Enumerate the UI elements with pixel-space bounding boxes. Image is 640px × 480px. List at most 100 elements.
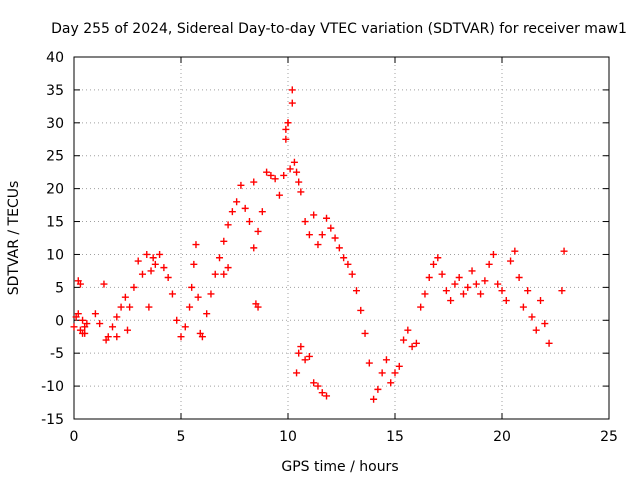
data-point <box>502 297 510 305</box>
data-point <box>275 191 283 199</box>
data-point <box>228 208 236 216</box>
data-point <box>96 320 104 328</box>
data-point <box>344 260 352 268</box>
y-tick-label: 20 <box>46 182 64 198</box>
y-axis-label: SDTVAR / TECUs <box>6 181 22 296</box>
data-point <box>143 250 151 258</box>
data-point <box>481 277 489 285</box>
axis-ticks: 0 5 10 15 20 25 -15 -10 -5 0 5 10 15 20 25 30 35 40 <box>41 50 618 445</box>
data-point <box>198 333 206 341</box>
data-point <box>357 306 365 314</box>
data-point <box>288 86 296 94</box>
data-point <box>434 254 442 262</box>
data-point <box>498 287 506 295</box>
data-point <box>220 237 228 245</box>
data-point <box>186 303 194 311</box>
data-point <box>532 326 540 334</box>
x-tick-label: 0 <box>70 429 79 445</box>
data-point <box>156 250 164 258</box>
y-tick-label: 10 <box>46 247 64 263</box>
data-point <box>494 280 502 288</box>
x-tick-label: 15 <box>386 429 404 445</box>
data-point <box>145 303 153 311</box>
data-point <box>447 297 455 305</box>
data-point <box>250 244 258 252</box>
data-point <box>519 303 527 311</box>
data-point <box>511 247 519 255</box>
y-tick-label: 15 <box>46 215 64 231</box>
data-point <box>438 270 446 278</box>
data-point <box>318 231 326 239</box>
y-tick-label: 30 <box>46 116 64 132</box>
data-point <box>267 171 275 179</box>
data-point <box>282 135 290 143</box>
data-point <box>254 303 262 311</box>
data-point <box>374 385 382 393</box>
y-tick-label: 35 <box>46 83 64 99</box>
data-point <box>124 326 131 334</box>
y-tick-label: -10 <box>41 379 64 395</box>
y-tick-label: -5 <box>50 346 64 362</box>
data-point <box>207 290 215 298</box>
data-point <box>220 270 228 278</box>
x-tick-label: 20 <box>493 429 511 445</box>
data-point <box>365 359 373 367</box>
data-point <box>545 339 553 347</box>
data-point <box>331 234 339 242</box>
data-point <box>412 339 420 347</box>
data-point <box>464 283 472 291</box>
data-point <box>378 369 386 377</box>
data-point <box>117 303 125 311</box>
data-point <box>489 250 497 258</box>
data-point <box>318 389 326 397</box>
data-point <box>81 329 89 337</box>
data-point <box>305 352 313 360</box>
data-point <box>102 336 110 344</box>
data-point <box>451 280 459 288</box>
data-point <box>537 297 545 305</box>
data-point <box>282 125 290 133</box>
data-point <box>70 323 78 331</box>
data-point <box>192 241 200 249</box>
data-point <box>335 244 343 252</box>
data-point <box>387 379 395 387</box>
data-point <box>177 333 185 341</box>
data-point <box>113 313 121 321</box>
data-point <box>181 323 189 331</box>
data-point <box>76 326 84 334</box>
data-point <box>293 369 301 377</box>
data-point <box>203 310 211 318</box>
data-point <box>254 227 262 235</box>
data-point <box>558 287 566 295</box>
y-tick-label: 25 <box>46 149 64 165</box>
data-point <box>134 257 142 265</box>
data-point <box>459 290 467 298</box>
data-point <box>147 267 155 275</box>
data-point <box>250 178 258 186</box>
data-point <box>310 379 318 387</box>
data-point <box>151 260 159 268</box>
data-point <box>404 326 412 334</box>
data-point <box>271 175 279 183</box>
data-point <box>224 221 232 229</box>
data-point <box>245 218 253 226</box>
data-point <box>216 254 224 262</box>
data-point <box>100 280 108 288</box>
data-point <box>173 316 181 324</box>
data-point <box>421 290 429 298</box>
x-tick-label: 25 <box>600 429 618 445</box>
plot-frame <box>73 56 610 420</box>
data-point <box>194 293 202 301</box>
data-point <box>507 257 515 265</box>
data-point <box>425 273 433 281</box>
data-point <box>524 287 532 295</box>
chart-title: Day 255 of 2024, Sidereal Day-to-day VTE… <box>51 21 627 37</box>
data-point <box>515 273 523 281</box>
data-point <box>149 254 157 262</box>
data-point <box>340 254 348 262</box>
x-tick-label: 5 <box>177 429 186 445</box>
data-point <box>528 313 536 321</box>
data-points <box>70 86 568 403</box>
data-point <box>121 293 129 301</box>
y-tick-label: -15 <box>41 412 64 428</box>
